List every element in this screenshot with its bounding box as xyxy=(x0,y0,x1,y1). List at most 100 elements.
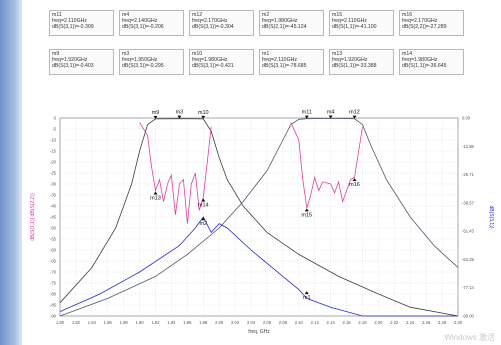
marker-row-1: m11 freq=2.110GHz dB(S(3,1))=-0.309 m4 freq… xyxy=(49,10,469,36)
watermark-text: Windows 激活 xyxy=(444,333,495,342)
marker-m11 xyxy=(304,115,309,119)
marker-label-m12: m12 xyxy=(349,110,360,116)
series-line-refl xyxy=(139,122,212,224)
x-tick-label: 2.28 xyxy=(438,320,447,325)
y-left-tick-label: -50 xyxy=(50,226,57,231)
x-tick-label: 2.22 xyxy=(390,320,399,325)
marker-m16 xyxy=(352,178,357,182)
marker-label-m11: m11 xyxy=(302,110,312,116)
marker-m2 xyxy=(201,217,206,221)
series-line-tx xyxy=(59,118,459,317)
marker-row-2: m9 freq=1.920GHz dB(S(3,1))=-0.403 m3 freq=… xyxy=(49,49,469,75)
y-left-tick-label: -80 xyxy=(50,292,57,297)
y-right-tick-label: -64.29 xyxy=(462,257,475,262)
y-right-tick-label: -38.57 xyxy=(462,200,475,205)
x-tick-label: 2.14 xyxy=(327,320,336,325)
marker-readout-box: m15 freq=2.110GHz dB(S(1,1))=-41.100 xyxy=(329,10,394,36)
y-axis-right-label: dB(S(3,1)) xyxy=(488,205,494,228)
x-tick-label: 1.98 xyxy=(199,320,208,325)
x-tick-label: 1.92 xyxy=(151,320,160,325)
plot-area xyxy=(59,117,459,317)
marker-m15 xyxy=(304,208,309,212)
marker-m3 xyxy=(177,115,182,119)
marker-readout-table: m11 freq=2.110GHz dB(S(3,1))=-0.309 m4 freq… xyxy=(49,10,469,88)
series-line-refl2 xyxy=(290,122,363,209)
x-tick-label: 2.16 xyxy=(342,320,351,325)
y-right-tick-label: -51.43 xyxy=(462,229,475,234)
marker-m4 xyxy=(328,115,333,119)
y-left-tick-label: -60 xyxy=(50,248,57,253)
marker-m10 xyxy=(201,115,206,119)
y-left-tick-label: -40 xyxy=(50,204,57,209)
x-tick-label: 2.08 xyxy=(279,320,288,325)
y-left-tick-label: -70 xyxy=(50,270,57,275)
x-tick-label: 2.10 xyxy=(295,320,304,325)
x-tick-label: 1.84 xyxy=(88,320,97,325)
y-right-tick-label: -90.00 xyxy=(462,314,475,319)
marker-readout-box: m1 freq=2.110GHz dB(S(3,1))=-78.685 xyxy=(259,49,324,75)
marker-label-m10: m10 xyxy=(198,110,209,116)
marker-label-m3: m3 xyxy=(176,110,184,116)
y-left-tick-label: 0 xyxy=(54,116,57,121)
y-left-tick-label: -15 xyxy=(50,149,57,154)
y-left-tick-label: -25 xyxy=(50,171,57,176)
x-tick-label: 1.94 xyxy=(167,320,176,325)
y-left-tick-label: -65 xyxy=(50,259,57,264)
y-left-tick-label: -85 xyxy=(50,303,57,308)
marker-label-m2: m2 xyxy=(199,221,207,227)
marker-label-m9: m9 xyxy=(152,110,160,116)
y-left-tick-label: -30 xyxy=(50,182,57,187)
x-tick-label: 2.06 xyxy=(263,320,272,325)
x-tick-label: 1.96 xyxy=(183,320,192,325)
y-left-tick-label: -5 xyxy=(52,127,56,132)
y-left-tick-label: -45 xyxy=(50,215,57,220)
marker-label-m4: m4 xyxy=(327,109,335,115)
y-right-tick-label: 0.00 xyxy=(462,116,471,121)
x-tick-label: 2.00 xyxy=(215,320,224,325)
y-left-tick-label: -10 xyxy=(50,138,57,143)
x-tick-label: 2.24 xyxy=(406,320,415,325)
y-left-tick-label: -75 xyxy=(50,281,57,286)
marker-readout-box: m13 freq=1.920GHz dB(S(1,1))=-33.388 xyxy=(329,49,394,75)
marker-readout-box: m4 freq=2.140GHz dB(S(3,1))=-0.206 xyxy=(119,10,184,36)
left-accent-bar xyxy=(0,0,22,345)
marker-label-m13: m13 xyxy=(150,195,161,201)
x-tick-label: 1.90 xyxy=(136,320,145,325)
marker-m1 xyxy=(304,291,309,295)
marker-readout-box: m3 freq=1.950GHz dB(S(3,1))=-0.295 xyxy=(119,49,184,75)
x-tick-label: 1.86 xyxy=(104,320,113,325)
marker-readout-box: m10 freq=1.980GHz dB(S(3,1))=-0.421 xyxy=(189,49,254,75)
series-line-iso xyxy=(59,216,458,317)
marker-readout-box: m2 freq=1.980GHz dB(S(2,1))=-45.124 xyxy=(259,10,324,36)
x-tick-label: 2.12 xyxy=(311,320,320,325)
x-tick-label: 1.88 xyxy=(120,320,129,325)
marker-label-m15: m15 xyxy=(301,212,312,218)
x-tick-label: 2.20 xyxy=(374,320,383,325)
x-tick-label: 2.26 xyxy=(422,320,431,325)
marker-label-m1: m1 xyxy=(303,295,311,301)
y-left-tick-label: -55 xyxy=(50,237,57,242)
marker-m14 xyxy=(201,198,206,202)
x-tick-label: 1.80 xyxy=(56,320,65,325)
marker-m9 xyxy=(153,115,158,119)
y-left-tick-label: -35 xyxy=(50,193,57,198)
marker-label-m14: m14 xyxy=(198,203,209,209)
y-left-tick-label: -90 xyxy=(50,314,57,319)
x-tick-label: 2.30 xyxy=(454,320,463,325)
marker-readout-box: m14 freq=1.980GHz dB(S(1,1))=-36.645 xyxy=(399,49,464,75)
marker-readout-box: m12 freq=2.170GHz dB(S(3,1))=-0.304 xyxy=(189,10,254,36)
x-axis-label: freq, GHz xyxy=(248,329,270,335)
marker-readout-box: m9 freq=1.920GHz dB(S(3,1))=-0.403 xyxy=(49,49,114,75)
marker-m12 xyxy=(352,115,357,119)
y-right-tick-label: -12.86 xyxy=(462,144,475,149)
marker-label-m16: m16 xyxy=(349,182,360,188)
x-tick-label: 2.02 xyxy=(231,320,240,325)
y-axis-left-label: dB(S(1,1)) dB(S(2,2)) xyxy=(30,193,36,241)
marker-readout-box: m16 freq=2.170GHz dB(S(2,2))=-27.289 xyxy=(399,10,464,36)
x-tick-label: 2.04 xyxy=(247,320,256,325)
marker-m13 xyxy=(153,191,158,195)
x-tick-label: 2.18 xyxy=(358,320,367,325)
y-left-tick-label: -20 xyxy=(50,160,57,165)
series-line-rx xyxy=(59,117,459,317)
